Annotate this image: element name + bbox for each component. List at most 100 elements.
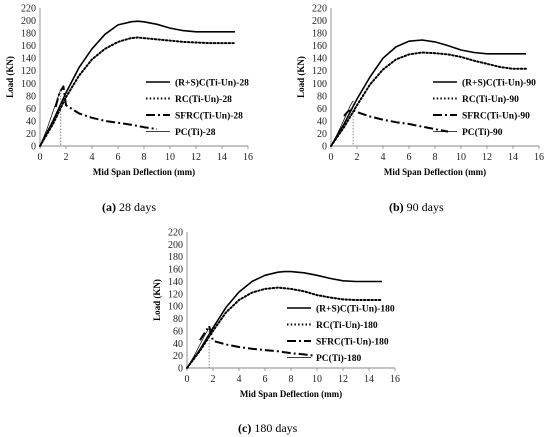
x-tick-label: 14 [508, 152, 518, 163]
legend-label-1: (R+S)C(Ti-Un)-180 [316, 304, 395, 315]
x-tick-label: 8 [433, 152, 438, 163]
series-line-1 [330, 39, 526, 147]
x-tick-label: 14 [364, 374, 374, 385]
x-tick-label: 6 [263, 374, 268, 385]
y-tick-label: 140 [168, 277, 183, 288]
y-tick-label: 80 [26, 91, 36, 102]
legend-label-3: SFRC(Ti-Un)-90 [462, 111, 530, 122]
x-tick-label: 16 [243, 152, 253, 163]
legend-label-2: RC(Ti-Un)-90 [462, 94, 519, 105]
series-line-3 [343, 108, 449, 133]
legend-label-2: RC(Ti-Un)-180 [316, 320, 378, 331]
y-tick-label: 180 [312, 29, 327, 40]
y-tick-label: 200 [168, 240, 183, 251]
legend-label-3: SFRC(Ti-Un)-28 [175, 111, 243, 122]
series-line-2 [186, 286, 383, 369]
y-tick-label: 220 [312, 4, 327, 15]
series-line-2 [330, 51, 527, 147]
legend-label-4: PC(Ti)-90 [462, 127, 503, 138]
y-tick-label: 80 [317, 91, 327, 102]
legend-label-1: (R+S)C(Ti-Un)-90 [462, 78, 536, 89]
y-tick-label: 0 [31, 142, 36, 153]
y-tick-label: 20 [26, 129, 36, 140]
y-tick-label: 20 [173, 351, 183, 362]
panel-caption: (a) 28 days [102, 200, 156, 214]
y-tick-label: 100 [168, 302, 183, 313]
y-tick-label: 100 [21, 79, 36, 90]
y-tick-label: 60 [173, 326, 183, 337]
series-line-1 [186, 270, 382, 369]
caption-letter: (c) [238, 421, 251, 435]
legend-label-1: (R+S)C(Ti-Un)-28 [175, 78, 249, 89]
y-axis-title: Load (KN) [5, 56, 15, 98]
y-tick-label: 180 [21, 29, 36, 40]
y-tick-label: 20 [317, 129, 327, 140]
y-tick-label: 160 [168, 265, 183, 276]
x-tick-label: 6 [407, 152, 412, 163]
legend-label-3: SFRC(Ti-Un)-180 [316, 337, 389, 348]
y-tick-label: 100 [312, 79, 327, 90]
legend-label-2: RC(Ti-Un)-28 [175, 94, 232, 105]
y-tick-label: 120 [21, 66, 36, 77]
y-tick-label: 0 [322, 142, 327, 153]
y-tick-label: 60 [317, 104, 327, 115]
x-tick-label: 12 [338, 374, 348, 385]
series-line-3 [199, 325, 314, 357]
x-tick-label: 10 [456, 152, 466, 163]
x-axis-title: Mid Span Deflection (mm) [384, 167, 486, 177]
y-tick-label: 160 [21, 41, 36, 52]
x-tick-label: 10 [165, 152, 175, 163]
y-tick-label: 80 [173, 314, 183, 325]
x-tick-label: 2 [211, 374, 216, 385]
panel-caption: (c) 180 days [238, 421, 298, 435]
y-tick-label: 0 [178, 364, 183, 375]
y-tick-label: 40 [173, 339, 183, 350]
y-tick-label: 140 [21, 54, 36, 65]
x-tick-label: 8 [142, 152, 147, 163]
x-tick-label: 8 [289, 374, 294, 385]
series-line-4 [330, 100, 354, 147]
caption-text: 180 days [251, 421, 297, 435]
x-tick-label: 4 [90, 152, 95, 163]
x-tick-label: 6 [116, 152, 121, 163]
y-tick-label: 200 [21, 16, 36, 27]
x-tick-label: 0 [185, 374, 190, 385]
series-line-2 [39, 36, 236, 147]
series-line-4 [186, 327, 210, 369]
caption-text: 28 days [116, 200, 156, 214]
y-tick-label: 160 [312, 41, 327, 52]
series-line-1 [39, 20, 235, 147]
legend-label-4: PC(Ti)-28 [175, 127, 216, 138]
series-line-4 [39, 89, 62, 147]
x-tick-label: 10 [312, 374, 322, 385]
y-tick-label: 220 [168, 228, 183, 239]
x-axis-title: Mid Span Deflection (mm) [93, 167, 195, 177]
x-tick-label: 2 [355, 152, 360, 163]
x-tick-label: 0 [38, 152, 43, 163]
x-axis-title: Mid Span Deflection (mm) [240, 389, 342, 399]
y-tick-label: 120 [312, 66, 327, 77]
x-tick-label: 4 [381, 152, 386, 163]
y-tick-label: 200 [312, 16, 327, 27]
y-axis-title: Load (KN) [296, 56, 306, 98]
series-line-3 [54, 85, 158, 131]
caption-letter: (a) [102, 200, 116, 214]
y-tick-label: 140 [312, 54, 327, 65]
y-tick-label: 180 [168, 252, 183, 263]
x-tick-label: 12 [191, 152, 201, 163]
x-tick-label: 14 [217, 152, 227, 163]
y-axis-title: Load (KN) [152, 279, 162, 321]
y-tick-label: 40 [26, 116, 36, 127]
y-tick-label: 60 [26, 104, 36, 115]
x-tick-label: 0 [329, 152, 334, 163]
y-tick-label: 220 [21, 4, 36, 15]
caption-text: 90 days [404, 200, 444, 214]
x-tick-label: 2 [64, 152, 69, 163]
x-tick-label: 12 [482, 152, 492, 163]
x-tick-label: 16 [390, 374, 400, 385]
panel-caption: (b) 90 days [389, 200, 444, 214]
